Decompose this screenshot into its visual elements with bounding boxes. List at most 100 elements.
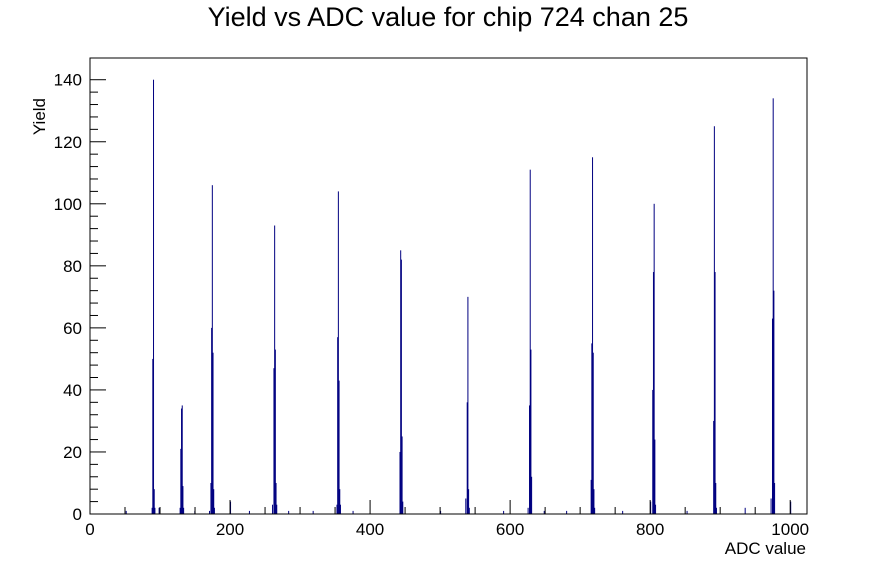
y-tick-label: 100 bbox=[54, 195, 82, 214]
histogram-bar bbox=[399, 451, 401, 514]
x-tick-label: 200 bbox=[216, 520, 244, 539]
histogram-bar bbox=[591, 343, 593, 514]
histogram-bar bbox=[770, 498, 772, 514]
histogram-bar bbox=[527, 507, 529, 514]
histogram-bar bbox=[774, 482, 776, 514]
histogram-bar bbox=[230, 501, 232, 514]
histogram-bar bbox=[339, 489, 341, 514]
histogram-bar bbox=[212, 352, 214, 514]
x-tick-label: 1000 bbox=[771, 520, 809, 539]
histogram-bar bbox=[288, 510, 290, 514]
histogram-bar bbox=[179, 507, 181, 514]
histogram-bar bbox=[468, 489, 470, 514]
histogram-bar bbox=[312, 510, 314, 514]
histogram-bar bbox=[153, 489, 155, 514]
histogram-bar bbox=[273, 368, 275, 514]
histogram-bar bbox=[467, 296, 469, 514]
histogram-bar bbox=[686, 510, 688, 514]
x-tick-label: 0 bbox=[85, 520, 94, 539]
histogram-bar bbox=[337, 191, 339, 514]
histogram-bar bbox=[594, 507, 596, 514]
x-axis-ticks: 0 200 400 600 800 1000 bbox=[85, 500, 809, 539]
plot-frame bbox=[89, 57, 808, 515]
histogram-bar bbox=[275, 482, 277, 514]
histogram-bar bbox=[213, 507, 215, 514]
histogram-bar bbox=[530, 349, 532, 514]
histogram-bar bbox=[248, 510, 250, 514]
histogram-bar bbox=[337, 337, 339, 514]
histogram-bar bbox=[211, 327, 213, 514]
histogram-bar bbox=[209, 510, 211, 514]
histogram-bar bbox=[468, 507, 470, 514]
histogram-bar bbox=[714, 272, 716, 514]
histogram-bar bbox=[653, 203, 655, 515]
histogram-bar bbox=[153, 79, 155, 515]
histogram-bar bbox=[715, 507, 717, 514]
histogram-bar bbox=[211, 185, 213, 514]
histogram-bar bbox=[566, 510, 568, 514]
histogram-bar bbox=[652, 389, 654, 514]
y-tick-label: 40 bbox=[63, 381, 82, 400]
histogram-bar bbox=[590, 479, 592, 514]
histogram-bar bbox=[713, 420, 715, 514]
y-tick-label: 60 bbox=[63, 319, 82, 338]
histogram-bar bbox=[182, 486, 184, 514]
histogram-bar bbox=[400, 250, 402, 514]
histogram-bar bbox=[622, 510, 624, 514]
histogram-bar bbox=[336, 504, 338, 514]
histogram-bar bbox=[593, 489, 595, 514]
histogram-bar bbox=[465, 498, 467, 514]
histogram-bar bbox=[713, 126, 715, 515]
histogram-bar bbox=[352, 510, 354, 514]
histogram-bar bbox=[154, 507, 156, 514]
histogram-bars bbox=[125, 79, 792, 515]
x-axis-title: ADC value bbox=[725, 539, 806, 558]
histogram-bar bbox=[655, 504, 657, 514]
histogram-bar bbox=[213, 489, 215, 514]
chart-title: Yield vs ADC value for chip 724 chan 25 bbox=[207, 2, 689, 32]
histogram-bar bbox=[152, 358, 154, 514]
histogram-bar bbox=[180, 448, 182, 514]
histogram-bar bbox=[125, 510, 127, 514]
histogram-bar bbox=[790, 501, 792, 514]
histogram-bar bbox=[773, 290, 775, 514]
histogram-bar bbox=[592, 157, 594, 514]
histogram-bar bbox=[151, 507, 153, 514]
histogram-bar bbox=[529, 169, 531, 515]
histogram-bar bbox=[543, 510, 545, 514]
histogram-bar bbox=[772, 98, 774, 514]
histogram-bar bbox=[654, 439, 656, 514]
histogram-bar bbox=[715, 482, 717, 514]
histogram-bar bbox=[402, 501, 404, 514]
histogram-bar bbox=[401, 436, 403, 514]
histogram-bar bbox=[440, 510, 442, 514]
y-axis-title: Yield bbox=[30, 98, 49, 135]
histogram-bar bbox=[274, 225, 276, 514]
histogram-bar bbox=[652, 272, 654, 514]
histogram-bar bbox=[771, 318, 773, 514]
histogram-bar bbox=[210, 482, 212, 514]
y-tick-label: 120 bbox=[54, 133, 82, 152]
x-tick-label: 400 bbox=[356, 520, 384, 539]
x-tick-label: 800 bbox=[636, 520, 664, 539]
histogram-bar bbox=[181, 408, 183, 514]
x-tick-label: 600 bbox=[496, 520, 524, 539]
histogram-bar bbox=[529, 405, 531, 514]
histogram-bar bbox=[274, 349, 276, 514]
y-tick-label: 80 bbox=[63, 257, 82, 276]
histogram-bar bbox=[744, 507, 746, 514]
histogram-bar bbox=[272, 504, 274, 514]
histogram-bar bbox=[338, 380, 340, 514]
histogram-bar bbox=[339, 504, 341, 514]
histogram-bar bbox=[276, 504, 278, 514]
histogram-bar bbox=[181, 405, 183, 514]
histogram-bar bbox=[650, 501, 652, 514]
y-tick-label: 20 bbox=[63, 443, 82, 462]
histogram-bar bbox=[400, 259, 402, 514]
histogram-bar bbox=[503, 510, 505, 514]
histogram-bar bbox=[158, 507, 160, 514]
histogram-bar bbox=[531, 476, 533, 514]
y-tick-label: 140 bbox=[54, 71, 82, 90]
histogram-bar bbox=[183, 507, 185, 514]
